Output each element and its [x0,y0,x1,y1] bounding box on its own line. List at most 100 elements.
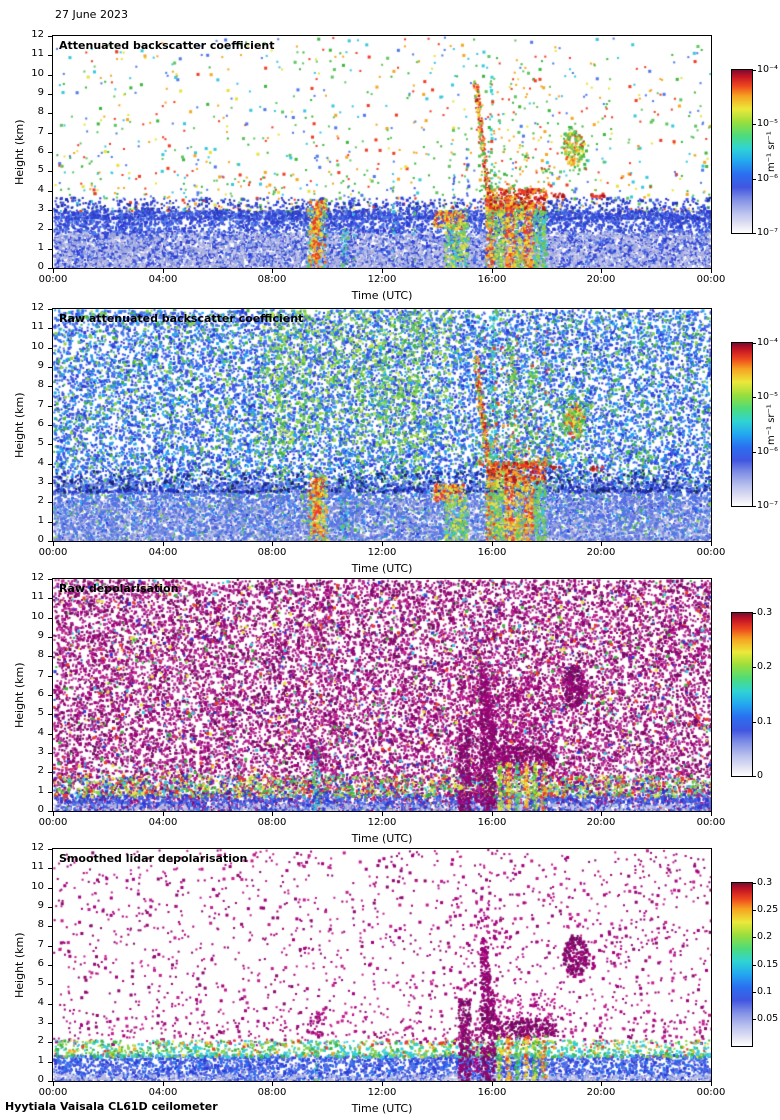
y-tick-label-panel-3: 2 [37,765,44,776]
x-tick-label-panel-4: 00:00 [38,1087,68,1098]
x-tick-label-panel-4: 00:00 [696,1087,726,1098]
y-tick-panel-1 [48,229,52,230]
y-tick-panel-2 [48,309,52,310]
colorbar-tick-panel-4 [753,965,756,966]
y-tick-panel-1 [48,268,52,269]
x-tick-panel-2 [382,542,383,546]
y-tick-panel-4 [48,1023,52,1024]
colorbar-tick-panel-4 [753,1019,756,1020]
x-tick-panel-1 [53,269,54,273]
y-tick-panel-4 [48,1042,52,1043]
y-tick-label-panel-2: 11 [31,321,44,332]
date-label: 27 June 2023 [55,8,128,21]
colorbar-tick-label-panel-3: 0 [757,770,764,781]
x-tick-panel-2 [492,542,493,546]
x-tick-panel-1 [492,269,493,273]
y-tick-label-panel-3: 1 [37,785,44,796]
y-tick-panel-4 [48,984,52,985]
y-tick-panel-3 [48,579,52,580]
y-tick-panel-1 [48,191,52,192]
y-tick-label-panel-1: 7 [37,126,44,137]
y-tick-label-panel-1: 12 [31,29,44,40]
x-axis-label-panel-3: Time (UTC) [351,832,413,845]
y-tick-panel-2 [48,328,52,329]
y-tick-label-panel-3: 10 [31,611,44,622]
x-tick-label-panel-1: 00:00 [696,274,726,285]
colorbar-tick-panel-1 [753,70,756,71]
x-tick-label-panel-2: 00:00 [696,547,726,558]
y-tick-label-panel-2: 12 [31,302,44,313]
x-tick-label-panel-4: 12:00 [367,1087,397,1098]
colorbar-tick-label-panel-3: 0.1 [757,716,773,727]
x-tick-label-panel-1: 08:00 [257,274,287,285]
x-tick-label-panel-2: 00:00 [38,547,68,558]
y-tick-label-panel-1: 8 [37,106,44,117]
y-tick-panel-3 [48,618,52,619]
x-tick-panel-4 [492,1082,493,1086]
y-tick-panel-1 [48,152,52,153]
x-tick-panel-4 [601,1082,602,1086]
y-tick-label-panel-4: 10 [31,881,44,892]
y-tick-panel-3 [48,598,52,599]
y-tick-panel-3 [48,734,52,735]
colorbar-panel-2 [731,342,753,507]
y-tick-label-panel-3: 0 [37,804,44,815]
y-tick-label-panel-1: 1 [37,242,44,253]
colorbar-tick-panel-4 [753,937,756,938]
x-tick-label-panel-2: 16:00 [477,547,507,558]
x-tick-panel-1 [272,269,273,273]
y-tick-panel-2 [48,348,52,349]
y-tick-label-panel-2: 6 [37,418,44,429]
colorbar-tick-label-panel-1: 10⁻⁷ [757,227,778,238]
y-tick-label-panel-1: 5 [37,164,44,175]
x-tick-label-panel-1: 16:00 [477,274,507,285]
y-tick-panel-2 [48,522,52,523]
y-tick-panel-3 [48,753,52,754]
x-tick-label-panel-3: 04:00 [148,817,178,828]
y-tick-label-panel-2: 8 [37,379,44,390]
heatmap-canvas-panel-2 [53,309,711,541]
y-tick-label-panel-4: 4 [37,997,44,1008]
y-tick-label-panel-3: 7 [37,669,44,680]
x-tick-label-panel-4: 16:00 [477,1087,507,1098]
colorbar-tick-label-panel-2: 10⁻⁴ [757,337,778,348]
x-tick-label-panel-1: 12:00 [367,274,397,285]
y-tick-label-panel-1: 9 [37,87,44,98]
x-tick-panel-2 [711,542,712,546]
instrument-label: Hyytiala Vaisala CL61D ceilometer [5,1100,218,1113]
colorbar-tick-panel-2 [753,452,756,453]
heatmap-canvas-panel-4 [53,849,711,1081]
colorbar-tick-panel-4 [753,992,756,993]
colorbar-tick-panel-4 [753,910,756,911]
y-tick-panel-3 [48,811,52,812]
x-tick-panel-1 [601,269,602,273]
y-tick-panel-1 [48,171,52,172]
y-tick-panel-4 [48,946,52,947]
y-tick-label-panel-1: 11 [31,48,44,59]
colorbar-tick-panel-1 [753,233,756,234]
colorbar-tick-panel-2 [753,397,756,398]
y-tick-panel-4 [48,1062,52,1063]
y-tick-panel-3 [48,637,52,638]
colorbar-tick-label-panel-2: 10⁻⁷ [757,500,778,511]
colorbar-unit-label-panel-2: m⁻¹ sr⁻¹ [766,404,777,445]
y-tick-label-panel-2: 3 [37,476,44,487]
y-tick-panel-4 [48,1081,52,1082]
y-tick-label-panel-1: 3 [37,203,44,214]
colorbar-tick-label-panel-2: 10⁻⁵ [757,391,778,402]
y-tick-label-panel-2: 10 [31,341,44,352]
panel-title-panel-4: Smoothed lidar depolarisation [59,852,248,865]
y-tick-label-panel-1: 2 [37,222,44,233]
x-tick-label-panel-2: 12:00 [367,547,397,558]
y-tick-label-panel-3: 9 [37,630,44,641]
x-tick-label-panel-2: 08:00 [257,547,287,558]
heatmap-canvas-panel-3 [53,579,711,811]
colorbar-tick-label-panel-2: 10⁻⁶ [757,446,778,457]
y-tick-label-panel-4: 8 [37,919,44,930]
x-tick-panel-4 [382,1082,383,1086]
y-tick-label-panel-4: 12 [31,842,44,853]
colorbar-tick-panel-3 [753,667,756,668]
x-tick-label-panel-4: 04:00 [148,1087,178,1098]
y-tick-panel-1 [48,94,52,95]
